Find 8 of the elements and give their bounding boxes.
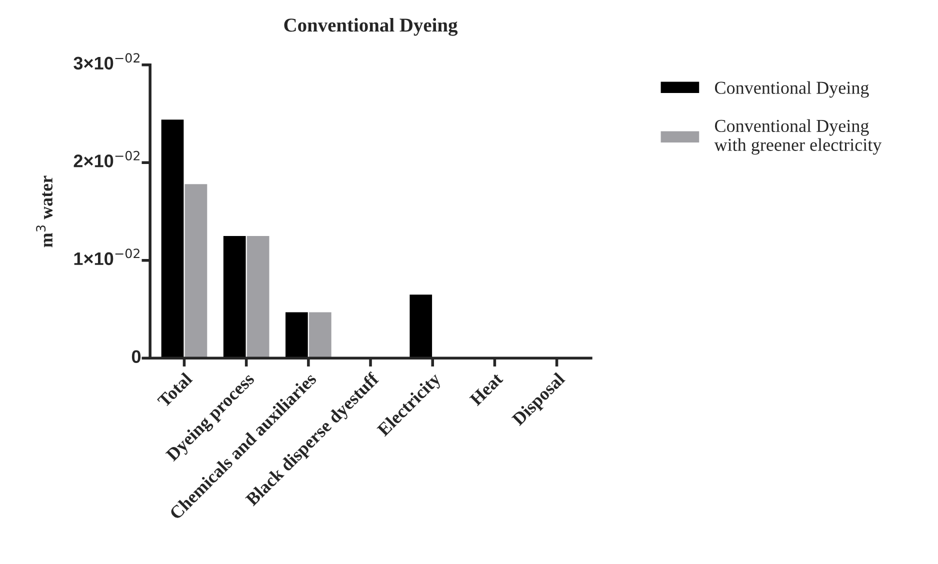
legend-label: Conventional Dyeing — [715, 81, 869, 98]
y-tick-label: 3×10$^{−02}$ — [74, 53, 140, 70]
chart-title: Conventional Dyeing — [284, 18, 458, 36]
y-tick-label: 1×10$^{−02}$ — [74, 248, 140, 266]
y-axis-title: m$^{3}$ water — [36, 176, 53, 248]
y-tick-label: 2×10$^{−02}$ — [74, 150, 140, 168]
y-tick-label: 0 — [132, 350, 141, 363]
legend-label: Conventional Dyeing with greener electricity — [714, 119, 882, 155]
